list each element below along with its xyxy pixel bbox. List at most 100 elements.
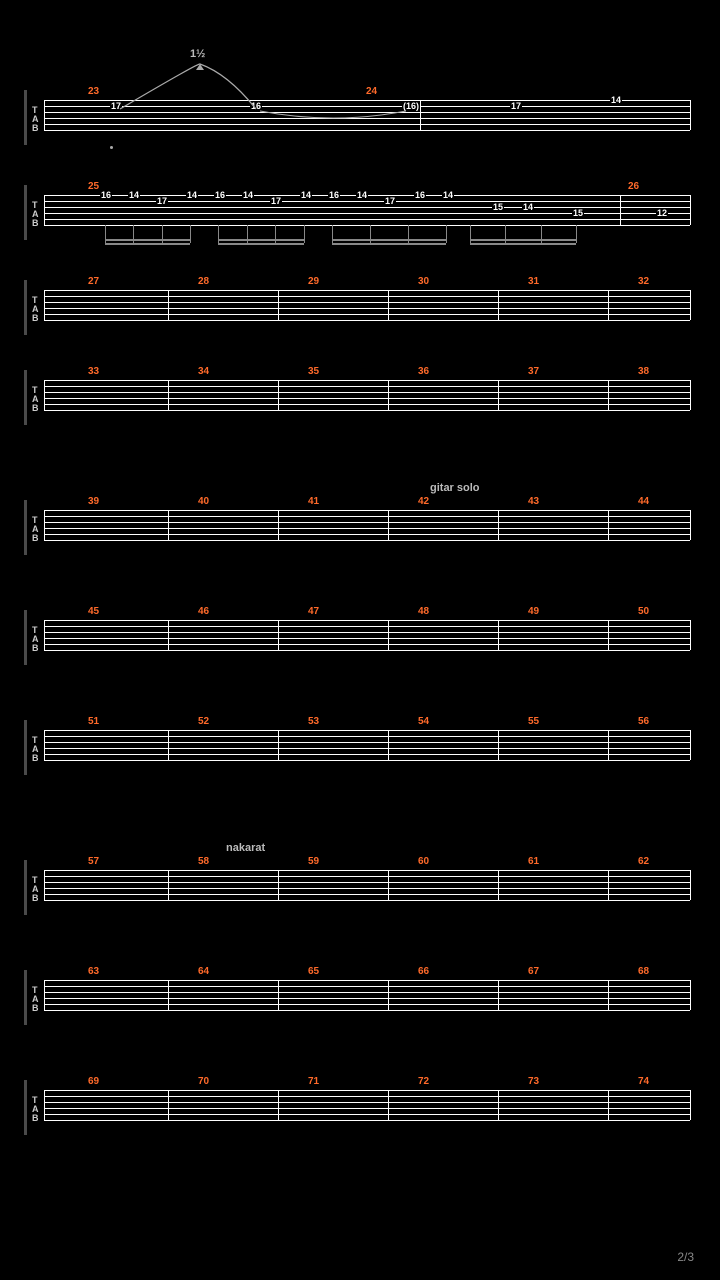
staff-line <box>44 404 690 405</box>
staff-line <box>44 644 690 645</box>
barline <box>690 620 691 650</box>
measure-number: 52 <box>198 716 209 727</box>
barline <box>44 980 45 1010</box>
measure-number: 44 <box>638 496 649 507</box>
staff-line <box>44 213 690 214</box>
beam <box>332 243 446 245</box>
staff-line <box>44 900 690 901</box>
measure-number: 71 <box>308 1076 319 1087</box>
staff-line <box>44 320 690 321</box>
measure-number: 72 <box>418 1076 429 1087</box>
note-stem <box>190 225 191 243</box>
barline <box>608 870 609 900</box>
staff-line <box>44 980 690 981</box>
barline <box>278 290 279 320</box>
barline <box>168 730 169 760</box>
beam <box>332 239 446 241</box>
measure-number: 68 <box>638 966 649 977</box>
staff-lines <box>44 870 690 900</box>
measure-number: 41 <box>308 496 319 507</box>
staff-line <box>44 392 690 393</box>
measure-number: 33 <box>88 366 99 377</box>
staff-lines <box>44 620 690 650</box>
barline <box>388 290 389 320</box>
staff-line <box>44 290 690 291</box>
measure-number: 56 <box>638 716 649 727</box>
fret-number: 14 <box>300 191 312 200</box>
measure-number: 73 <box>528 1076 539 1087</box>
measure-number: 57 <box>88 856 99 867</box>
barline <box>690 730 691 760</box>
fret-number: 14 <box>442 191 454 200</box>
barline <box>608 730 609 760</box>
fret-number: 14 <box>128 191 140 200</box>
staff-line <box>44 314 690 315</box>
measure-number: 28 <box>198 276 209 287</box>
staff-line <box>44 296 690 297</box>
staff-line <box>44 398 690 399</box>
barline <box>278 1090 279 1120</box>
fret-number: 16 <box>328 191 340 200</box>
fret-number: 17 <box>384 197 396 206</box>
barline <box>690 100 691 130</box>
section-annotation: nakarat <box>226 842 265 854</box>
fret-number: 15 <box>572 209 584 218</box>
barline <box>498 380 499 410</box>
measure-number: 65 <box>308 966 319 977</box>
staff-line <box>44 760 690 761</box>
barline <box>608 510 609 540</box>
fret-number: 14 <box>522 203 534 212</box>
tab-letter: B <box>32 1114 39 1123</box>
page-number: 2/3 <box>677 1250 694 1264</box>
measure-number: 25 <box>88 181 99 192</box>
staff-line <box>44 888 690 889</box>
measure-number: 31 <box>528 276 539 287</box>
barline <box>690 1090 691 1120</box>
barline <box>388 620 389 650</box>
tab-letter: B <box>32 754 39 763</box>
measure-number: 32 <box>638 276 649 287</box>
staff-line <box>44 638 690 639</box>
note-stem <box>304 225 305 243</box>
measure-number: 46 <box>198 606 209 617</box>
measure-number: 45 <box>88 606 99 617</box>
barline <box>608 620 609 650</box>
tab-letter: B <box>32 314 39 323</box>
staff-lines <box>44 290 690 320</box>
barline <box>498 870 499 900</box>
staff-line <box>44 522 690 523</box>
measure-number: 61 <box>528 856 539 867</box>
rhythm-dot <box>110 146 113 149</box>
staff-line <box>44 1010 690 1011</box>
staff-line <box>44 201 690 202</box>
staff-lines <box>44 1090 690 1120</box>
measure-number: 66 <box>418 966 429 977</box>
staff-line <box>44 219 690 220</box>
tab-letter: B <box>32 219 39 228</box>
staff-line <box>44 748 690 749</box>
measure-number: 50 <box>638 606 649 617</box>
staff-lines <box>44 730 690 760</box>
staff-line <box>44 1108 690 1109</box>
measure-number: 49 <box>528 606 539 617</box>
barline <box>168 380 169 410</box>
staff-line <box>44 1096 690 1097</box>
measure-number: 70 <box>198 1076 209 1087</box>
barline <box>44 195 45 225</box>
tab-letter: B <box>32 534 39 543</box>
fret-number: 14 <box>186 191 198 200</box>
staff-line <box>44 225 690 226</box>
barline <box>388 1090 389 1120</box>
barline <box>168 620 169 650</box>
barline <box>168 1090 169 1120</box>
barline <box>690 870 691 900</box>
measure-number: 47 <box>308 606 319 617</box>
barline <box>388 730 389 760</box>
measure-number: 48 <box>418 606 429 617</box>
measure-number: 29 <box>308 276 319 287</box>
staff-line <box>44 626 690 627</box>
barline <box>498 1090 499 1120</box>
measure-number: 67 <box>528 966 539 977</box>
barline <box>608 1090 609 1120</box>
tab-letter: B <box>32 404 39 413</box>
